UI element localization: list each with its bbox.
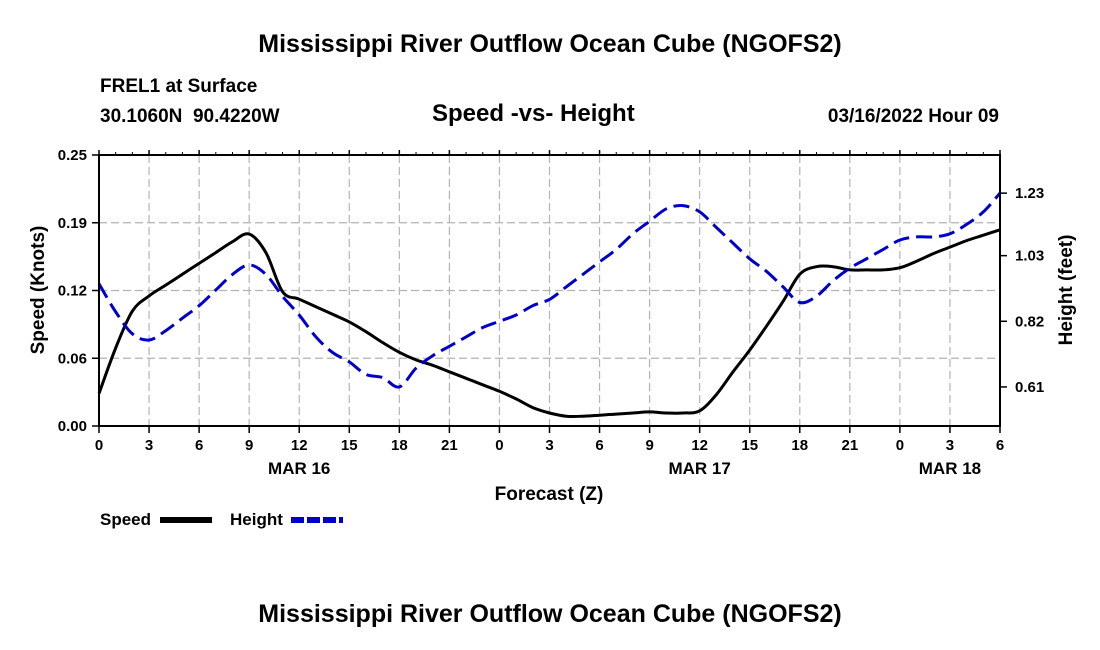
x-tick-label: 12 bbox=[291, 437, 308, 454]
x-tick-label: 3 bbox=[946, 437, 954, 454]
x-tick-label: 15 bbox=[341, 437, 358, 454]
x-tick-label: 18 bbox=[791, 437, 808, 454]
date-label: MAR 18 bbox=[919, 459, 981, 478]
y-axis-left-label: Speed (Knots) bbox=[28, 226, 49, 355]
y-left-tick-label: 0.06 bbox=[58, 350, 87, 367]
y-axis-right-label: Height (feet) bbox=[1056, 235, 1077, 346]
series-line-height bbox=[97, 192, 1002, 389]
page-title-repeat: Mississippi River Outflow Ocean Cube (NG… bbox=[258, 600, 842, 628]
y-left-tick-label: 0.25 bbox=[58, 147, 87, 164]
x-tick-label: 21 bbox=[841, 437, 858, 454]
series-line-speed bbox=[97, 228, 1001, 419]
legend-height-label: Height bbox=[230, 510, 283, 529]
axes: 0 3 6 9 12 15 18 21 0 3 6 9 12 15 18 21 0 3 6 MAR 16 MAR 17 M… bbox=[58, 147, 1044, 478]
x-tick-label: 0 bbox=[495, 437, 503, 454]
forecast-datetime: 03/16/2022 Hour 09 bbox=[827, 106, 999, 127]
x-tick-label: 3 bbox=[545, 437, 553, 454]
x-tick-label: 18 bbox=[391, 437, 408, 454]
x-tick-label: 9 bbox=[645, 437, 653, 454]
date-label: MAR 17 bbox=[668, 459, 730, 478]
x-tick-label: 3 bbox=[145, 437, 153, 454]
chart-title: Speed -vs- Height bbox=[432, 100, 635, 127]
legend: Speed Height bbox=[100, 510, 343, 529]
y-right-tick-label: 1.23 bbox=[1015, 185, 1044, 202]
series-layer bbox=[97, 192, 1002, 419]
x-tick-label: 0 bbox=[95, 437, 103, 454]
station-label: FREL1 at Surface bbox=[100, 76, 258, 97]
x-tick-label: 6 bbox=[996, 437, 1004, 454]
station-coordinates: 30.1060N 90.4220W bbox=[100, 106, 280, 127]
x-tick-label: 9 bbox=[245, 437, 253, 454]
x-tick-label: 0 bbox=[896, 437, 904, 454]
y-left-tick-label: 0.19 bbox=[58, 215, 87, 232]
date-label: MAR 16 bbox=[268, 459, 330, 478]
x-axis-label: Forecast (Z) bbox=[495, 484, 604, 505]
y-right-tick-label: 0.61 bbox=[1015, 379, 1044, 396]
grid bbox=[99, 155, 1000, 426]
x-tick-label: 6 bbox=[595, 437, 603, 454]
y-right-tick-label: 0.82 bbox=[1015, 313, 1044, 330]
legend-speed-label: Speed bbox=[100, 510, 151, 529]
x-tick-label: 15 bbox=[741, 437, 758, 454]
x-tick-label: 21 bbox=[441, 437, 458, 454]
x-tick-label: 12 bbox=[691, 437, 708, 454]
page-title: Mississippi River Outflow Ocean Cube (NG… bbox=[258, 30, 842, 58]
y-left-tick-label: 0.12 bbox=[58, 283, 87, 300]
y-right-tick-label: 1.03 bbox=[1015, 248, 1044, 265]
x-tick-label: 6 bbox=[195, 437, 203, 454]
y-left-tick-label: 0.00 bbox=[58, 418, 87, 435]
